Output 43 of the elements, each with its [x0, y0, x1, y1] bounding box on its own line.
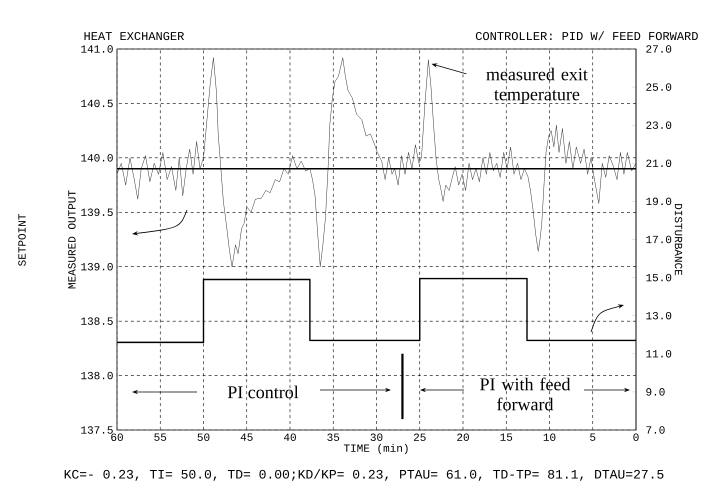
y-tick-label: 138.5: [81, 317, 113, 325]
y2-tick-label: 15.0: [646, 274, 672, 282]
x-tick-label: 40: [284, 434, 296, 441]
y-axis-title: MEASURED OUTPUT: [68, 190, 76, 288]
y-tick-label: 139.0: [81, 262, 113, 270]
x-tick-label: 55: [154, 434, 166, 441]
y2-tick-label: 27.0: [646, 45, 672, 53]
x-tick-label: 30: [370, 434, 382, 441]
x-tick-label: 35: [327, 434, 340, 441]
x-tick-label: 20: [457, 434, 469, 441]
line-series: [116, 57, 636, 267]
x-tick-label: 45: [240, 434, 253, 441]
annotation: measured exit temperature: [486, 68, 588, 104]
x-tick-label: 60: [111, 434, 123, 441]
y2-tick-label: 25.0: [646, 83, 672, 91]
x-tick-label: 5: [590, 434, 596, 441]
chart-subtitle: CONTROLLER: PID W/ FEED FORWARD: [476, 31, 698, 40]
y2-tick-label: 17.0: [646, 236, 672, 244]
y-tick-label: 138.0: [81, 372, 113, 380]
chart-title: HEAT EXCHANGER: [84, 32, 184, 40]
y2-tick-label: 21.0: [646, 160, 672, 168]
y-tick-label: 140.5: [81, 100, 113, 108]
x-tick-label: 50: [198, 434, 210, 441]
y2-axis-title: DISTURBANCE: [674, 204, 682, 276]
y2-tick-label: 19.0: [646, 198, 672, 206]
x-tick-label: 25: [414, 434, 426, 441]
y2-tick-label: 9.0: [646, 388, 665, 396]
x-tick-label: 15: [500, 434, 512, 441]
y-tick-label: 139.5: [81, 208, 113, 216]
y2-tick-label: 13.0: [646, 312, 672, 320]
text: SETPOINT: [18, 214, 26, 266]
y-tick-label: 137.5: [81, 426, 113, 434]
y2-tick-label: 11.0: [646, 350, 672, 358]
y-tick-label: 140.0: [81, 154, 113, 162]
x-axis-title: TIME (min): [344, 444, 408, 454]
text: KC=- 0.23, TI= 50.0, TD= 0.00;KD/KP= 0.23, PTAU= 61.0, TD-TP= 81.1, DTAU=27.5: [64, 469, 664, 481]
annotation: PI with feed forward: [480, 378, 570, 410]
annotation: PI control: [228, 386, 298, 398]
x-tick-label: 0: [633, 434, 639, 441]
y2-tick-label: 7.0: [646, 426, 665, 434]
y2-tick-label: 23.0: [646, 121, 672, 129]
x-tick-label: 10: [544, 434, 556, 441]
y-tick-label: 141.0: [81, 45, 113, 53]
